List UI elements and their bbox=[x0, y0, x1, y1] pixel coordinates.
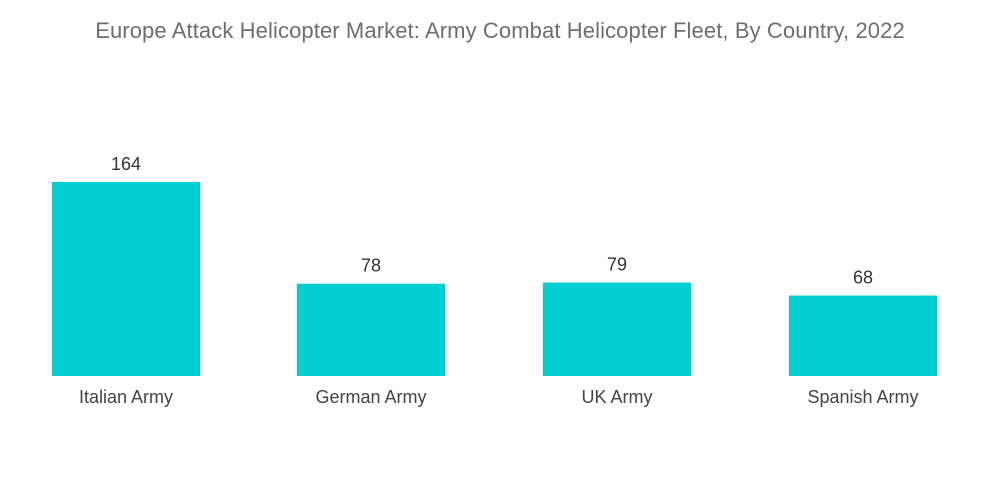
bar-value-label: 164 bbox=[111, 154, 141, 174]
x-tick-label: Spanish Army bbox=[807, 387, 918, 407]
bar-value-label: 68 bbox=[853, 268, 873, 288]
bar-value-label: 78 bbox=[361, 256, 381, 276]
bar-german-army bbox=[297, 283, 445, 376]
chart-title: Europe Attack Helicopter Market: Army Co… bbox=[95, 18, 905, 43]
x-tick-label: UK Army bbox=[581, 387, 652, 407]
bar-uk-army bbox=[543, 282, 691, 376]
x-tick-label: Italian Army bbox=[79, 387, 173, 407]
bar-spanish-army bbox=[789, 295, 937, 376]
x-tick-label: German Army bbox=[315, 387, 426, 407]
bar-value-label: 79 bbox=[607, 255, 627, 275]
bar-italian-army bbox=[52, 182, 200, 376]
